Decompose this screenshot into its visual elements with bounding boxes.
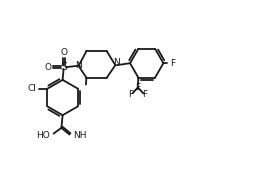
Text: NH: NH	[73, 131, 86, 140]
Text: N: N	[113, 58, 120, 67]
Text: S: S	[60, 62, 67, 72]
Text: HO: HO	[37, 131, 50, 140]
Text: Cl: Cl	[27, 84, 36, 93]
Text: N: N	[75, 61, 82, 70]
Text: F: F	[170, 59, 175, 68]
Text: O: O	[60, 48, 67, 57]
Text: F: F	[135, 83, 140, 92]
Text: O: O	[45, 63, 52, 72]
Text: F: F	[129, 90, 134, 99]
Text: F: F	[142, 90, 147, 99]
